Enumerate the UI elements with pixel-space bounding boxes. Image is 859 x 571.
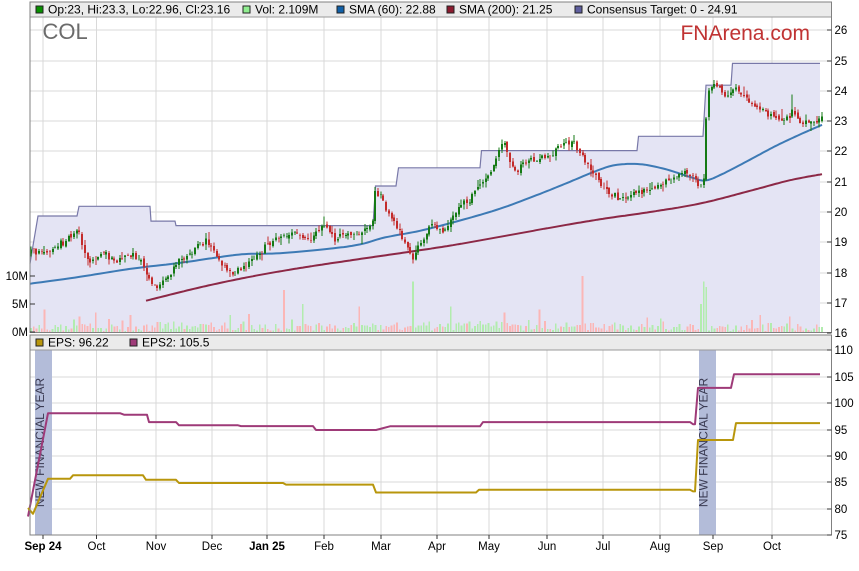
svg-text:EPS: 96.22: EPS: 96.22 xyxy=(48,336,109,350)
svg-text:FNArena.com: FNArena.com xyxy=(680,22,810,45)
svg-text:22: 22 xyxy=(835,146,848,158)
svg-text:NEW FINANCIAL YEAR: NEW FINANCIAL YEAR xyxy=(697,377,711,507)
svg-text:90: 90 xyxy=(835,451,848,463)
svg-text:Mar: Mar xyxy=(371,541,391,553)
svg-text:25: 25 xyxy=(835,56,848,68)
svg-text:SMA (60): 22.88: SMA (60): 22.88 xyxy=(349,3,436,17)
svg-text:Nov: Nov xyxy=(146,541,167,553)
svg-text:Jul: Jul xyxy=(596,541,611,553)
svg-text:Dec: Dec xyxy=(202,541,223,553)
svg-text:Jan 25: Jan 25 xyxy=(249,541,285,553)
svg-text:80: 80 xyxy=(835,504,848,516)
svg-text:21: 21 xyxy=(835,177,848,189)
svg-text:Sep 24: Sep 24 xyxy=(24,541,62,553)
svg-text:Sep: Sep xyxy=(703,541,723,553)
svg-text:10M: 10M xyxy=(6,271,28,283)
svg-text:COL: COL xyxy=(43,19,88,44)
svg-text:Vol: 2.109M: Vol: 2.109M xyxy=(255,3,318,17)
svg-text:Feb: Feb xyxy=(314,541,334,553)
svg-text:5M: 5M xyxy=(12,299,28,311)
svg-text:110: 110 xyxy=(835,345,853,357)
svg-text:95: 95 xyxy=(835,425,848,437)
svg-text:23: 23 xyxy=(835,116,848,128)
svg-text:May: May xyxy=(478,541,500,553)
svg-text:24: 24 xyxy=(835,86,848,98)
svg-text:26: 26 xyxy=(835,25,848,37)
svg-text:100: 100 xyxy=(835,398,854,410)
svg-text:SMA (200): 21.25: SMA (200): 21.25 xyxy=(459,3,553,17)
svg-text:Jun: Jun xyxy=(538,541,557,553)
svg-text:19: 19 xyxy=(835,237,848,249)
svg-text:17: 17 xyxy=(835,298,848,310)
svg-text:Oct: Oct xyxy=(763,541,782,553)
svg-text:18: 18 xyxy=(835,268,848,280)
svg-text:20: 20 xyxy=(835,207,848,219)
svg-text:Op:23, Hi:23.3, Lo:22.96, Cl:2: Op:23, Hi:23.3, Lo:22.96, Cl:23.16 xyxy=(48,3,230,17)
svg-text:Consensus Target: 0 - 24.91: Consensus Target: 0 - 24.91 xyxy=(587,3,738,17)
svg-text:16: 16 xyxy=(835,328,848,340)
svg-text:105: 105 xyxy=(835,372,854,384)
svg-text:Aug: Aug xyxy=(650,541,670,553)
svg-text:0M: 0M xyxy=(12,327,28,339)
svg-text:Oct: Oct xyxy=(88,541,107,553)
svg-text:75: 75 xyxy=(835,530,848,542)
svg-text:EPS2: 105.5: EPS2: 105.5 xyxy=(142,336,210,350)
svg-text:85: 85 xyxy=(835,477,848,489)
svg-text:Apr: Apr xyxy=(428,541,446,553)
